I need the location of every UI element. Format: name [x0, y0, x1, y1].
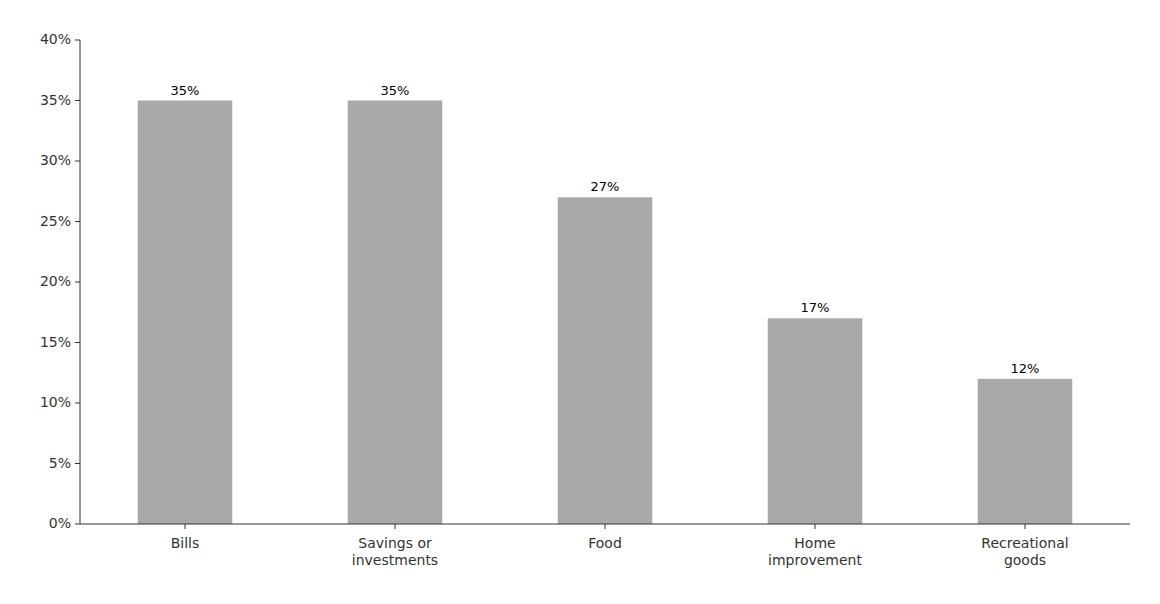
y-tick-label: 15%	[40, 334, 71, 350]
x-tick	[1025, 524, 1026, 529]
y-tick	[75, 161, 80, 162]
y-tick-label: 30%	[40, 152, 71, 168]
y-tick-label: 0%	[49, 515, 71, 531]
data-label: 35%	[381, 83, 410, 98]
x-tick-label: Savings orinvestments	[352, 535, 438, 568]
y-tick	[75, 100, 80, 101]
x-tick-label-line: Recreational	[981, 535, 1068, 551]
y-tick-label: 35%	[40, 92, 71, 108]
x-tick-label-line: goods	[1004, 552, 1046, 568]
data-label: 35%	[171, 83, 200, 98]
x-tick-label-line: investments	[352, 552, 438, 568]
data-label: 17%	[801, 300, 830, 315]
y-axis: 0% 5% 10% 15% 20% 25% 30% 35% 40%	[40, 31, 80, 531]
y-tick-label: 10%	[40, 394, 71, 410]
data-labels: 35% 35% 27% 17% 12%	[171, 83, 1040, 376]
bar	[978, 379, 1073, 524]
y-tick	[75, 403, 80, 404]
x-tick	[815, 524, 816, 529]
x-tick	[605, 524, 606, 529]
y-tick	[75, 282, 80, 283]
x-tick-label: Bills	[171, 535, 200, 551]
y-tick	[75, 463, 80, 464]
bars	[138, 101, 1073, 525]
y-tick	[75, 342, 80, 343]
x-tick	[185, 524, 186, 529]
x-axis: Bills Savings orinvestments Food Homeimprov…	[171, 524, 1069, 568]
x-tick-label: Homeimprovement	[768, 535, 862, 568]
bar	[768, 318, 863, 524]
x-tick-label-line: Food	[588, 535, 622, 551]
x-tick-label-line: improvement	[768, 552, 862, 568]
data-label: 27%	[591, 179, 620, 194]
y-tick	[75, 221, 80, 222]
y-tick	[75, 40, 80, 41]
y-tick	[75, 524, 80, 525]
y-tick-label: 40%	[40, 31, 71, 47]
y-tick-label: 5%	[49, 455, 71, 471]
x-tick	[395, 524, 396, 529]
chart: 0% 5% 10% 15% 20% 25% 30% 35% 40% Bills Savings or…	[0, 0, 1160, 604]
bar	[138, 101, 233, 525]
x-tick-label: Recreationalgoods	[981, 535, 1068, 568]
y-tick-label: 20%	[40, 273, 71, 289]
x-tick-label-line: Savings or	[358, 535, 432, 551]
x-tick-label-line: Home	[794, 535, 835, 551]
data-label: 12%	[1011, 361, 1040, 376]
bar	[558, 197, 653, 524]
x-tick-label-line: Bills	[171, 535, 200, 551]
x-tick-label: Food	[588, 535, 622, 551]
y-axis-line	[80, 40, 81, 524]
y-tick-label: 25%	[40, 213, 71, 229]
bar	[348, 101, 443, 525]
